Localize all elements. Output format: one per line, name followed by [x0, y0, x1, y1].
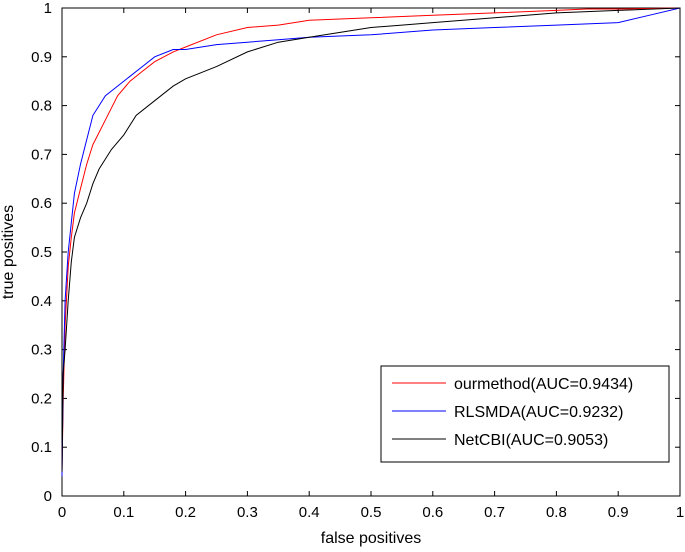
legend-label-netcbi: NetCBI(AUC=0.9053) [454, 432, 608, 449]
y-tick-label: 0.2 [31, 390, 52, 407]
x-axis-label: false positives [321, 530, 422, 547]
y-tick-label: 0.8 [31, 98, 52, 115]
x-tick-label: 0.6 [422, 504, 443, 521]
x-tick-label: 0 [58, 504, 66, 521]
y-tick-label: 0.9 [31, 49, 52, 66]
x-tick-label: 0.7 [484, 504, 505, 521]
y-tick-label: 0.3 [31, 342, 52, 359]
y-ticks: 0 0.1 0.2 0.3 0.4 0.5 0.6 0.7 0.8 0.9 1 [31, 0, 680, 505]
series-lines [61, 7, 681, 477]
x-ticks: 0 0.1 0.2 0.3 0.4 0.5 0.6 0.7 0.8 0.9 1 [58, 8, 684, 521]
x-tick-label: 0.1 [113, 504, 134, 521]
x-tick-label: 0.8 [546, 504, 567, 521]
y-tick-label: 0.6 [31, 195, 52, 212]
y-tick-label: 0 [44, 488, 52, 505]
legend-label-rlsmda: RLSMDA(AUC=0.9232) [454, 404, 623, 421]
legend: ourmethod(AUC=0.9434) RLSMDA(AUC=0.9232)… [380, 365, 670, 463]
x-tick-label: 0.3 [237, 504, 258, 521]
rlsmda-curve [61, 7, 681, 477]
x-tick-label: 0.4 [299, 504, 320, 521]
x-tick-label: 0.2 [175, 504, 196, 521]
netcbi-curve [61, 7, 681, 472]
y-axis-label: true positives [0, 205, 17, 299]
legend-label-ourmethod: ourmethod(AUC=0.9434) [454, 376, 633, 393]
y-tick-label: 0.7 [31, 146, 52, 163]
legend-box [380, 365, 670, 463]
y-tick-label: 0.5 [31, 244, 52, 261]
x-tick-label: 0.5 [361, 504, 382, 521]
y-tick-label: 0.1 [31, 439, 52, 456]
x-tick-label: 1 [676, 504, 684, 521]
y-tick-label: 0.4 [31, 293, 52, 310]
y-tick-label: 1 [44, 0, 52, 17]
ourmethod-curve [61, 7, 681, 472]
x-tick-label: 0.9 [608, 504, 629, 521]
